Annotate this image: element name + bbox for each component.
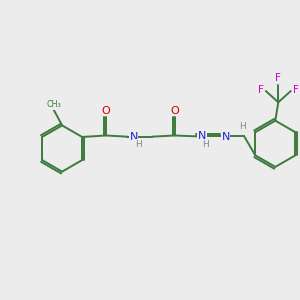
Text: N: N — [130, 132, 138, 142]
Text: H: H — [135, 140, 142, 148]
Text: F: F — [258, 85, 263, 94]
Text: H: H — [239, 122, 246, 131]
Text: F: F — [293, 85, 299, 94]
Text: N: N — [198, 131, 206, 141]
Text: H: H — [202, 140, 209, 148]
Text: F: F — [275, 73, 281, 83]
Text: O: O — [170, 106, 179, 116]
Text: O: O — [101, 106, 110, 116]
Text: CH₃: CH₃ — [46, 100, 61, 109]
Text: N: N — [221, 132, 230, 142]
